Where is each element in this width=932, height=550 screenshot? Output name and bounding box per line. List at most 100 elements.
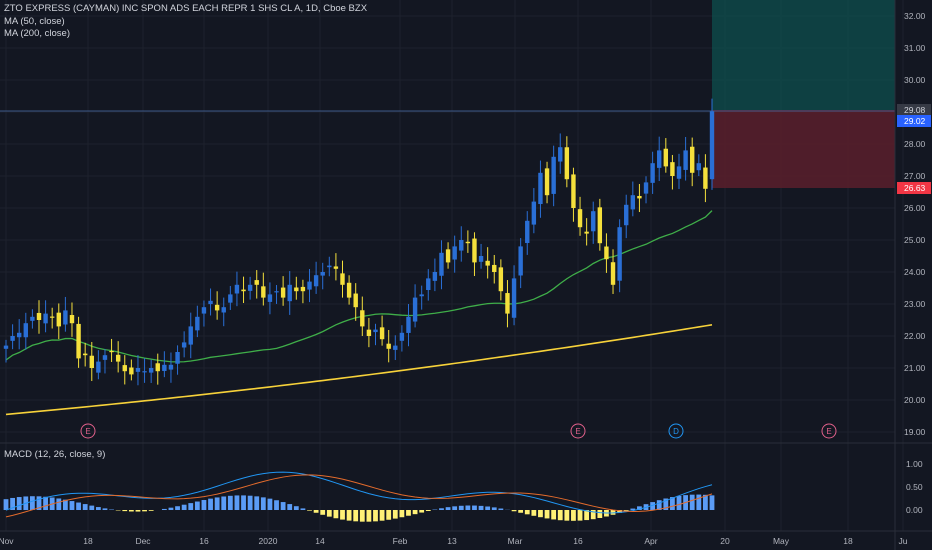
- candle-body: [221, 307, 226, 313]
- candle-body: [234, 284, 240, 294]
- earnings-marker[interactable]: E: [80, 423, 96, 439]
- candle-body: [195, 316, 200, 331]
- candle-body: [485, 260, 490, 266]
- candle-body: [340, 273, 345, 285]
- candle-body: [63, 310, 68, 325]
- candle-body: [142, 371, 147, 373]
- macd-histogram-bar: [465, 505, 471, 510]
- macd-histogram-bar: [208, 498, 213, 510]
- candle-body: [175, 352, 180, 364]
- macd-histogram-bar: [564, 510, 570, 521]
- candle-body: [82, 353, 88, 356]
- price-tick-label: 23.00: [904, 299, 926, 309]
- symbol-title[interactable]: ZTO EXPRESS (CAYMAN) INC SPON ADS EACH R…: [4, 3, 368, 14]
- macd-histogram-bar: [392, 510, 398, 519]
- candle-body: [696, 163, 702, 171]
- price-tick-label: 24.00: [904, 267, 926, 277]
- candle-body: [643, 182, 649, 194]
- candle-body: [465, 241, 471, 244]
- time-tick-label: Nov: [0, 536, 14, 546]
- macd-histogram-bar: [696, 494, 702, 510]
- macd-histogram-bar: [478, 505, 484, 510]
- candle-body: [201, 307, 207, 314]
- macd-histogram-bar: [425, 510, 431, 512]
- ma50-legend[interactable]: MA (50, close): [4, 15, 65, 27]
- macd-histogram-bar: [703, 494, 708, 510]
- macd-histogram-bar: [326, 510, 332, 517]
- candle-body: [531, 201, 537, 225]
- candle-body: [412, 297, 418, 322]
- candle-body: [181, 342, 187, 348]
- macd-histogram-bar: [102, 508, 108, 510]
- macd-histogram-bar: [194, 501, 200, 510]
- macd-histogram-bar: [313, 510, 319, 513]
- candle-body: [709, 111, 715, 180]
- earnings-marker[interactable]: E: [821, 423, 837, 439]
- macd-tick-label: 1.00: [906, 459, 923, 469]
- event-ring: [668, 423, 684, 439]
- macd-histogram-bar: [201, 500, 207, 510]
- macd-histogram-bar: [544, 510, 550, 519]
- stop-loss-zone[interactable]: [712, 110, 895, 188]
- tag-label: 29.08: [904, 105, 926, 115]
- macd-histogram-bar: [214, 497, 220, 510]
- macd-histogram-bar: [610, 510, 616, 515]
- time-axis[interactable]: Nov 18 Dec 16 2020 14 Feb 13 Mar 16 Apr 20 May 18 Ju: [0, 536, 908, 546]
- time-tick-label: 14: [315, 536, 325, 546]
- macd-histogram-bar: [623, 510, 629, 511]
- time-tick-label: Feb: [393, 536, 408, 546]
- macd-axis[interactable]: 1.00 0.50 0.00: [906, 459, 923, 515]
- macd-histogram-bar: [69, 501, 75, 510]
- candle-body: [432, 272, 438, 281]
- price-tick-label: 21.00: [904, 363, 926, 373]
- candle-body: [498, 267, 504, 292]
- macd-histogram-bar: [10, 497, 15, 510]
- candle-body: [16, 332, 22, 338]
- macd-histogram-bar: [511, 510, 517, 512]
- candle-body: [208, 300, 213, 305]
- macd-histogram-bar: [128, 510, 134, 512]
- price-tick-label: 25.00: [904, 235, 926, 245]
- candle-body: [406, 316, 411, 333]
- macd-histogram-bar: [188, 503, 194, 510]
- macd-histogram-bar: [597, 510, 603, 518]
- candle-body: [459, 240, 464, 251]
- macd-histogram-bar: [43, 496, 48, 510]
- event-label: E: [575, 427, 580, 436]
- candle-body: [690, 146, 695, 173]
- macd-histogram-bar: [122, 510, 128, 512]
- earnings-marker[interactable]: E: [570, 423, 586, 439]
- macd-histogram-bar: [524, 510, 530, 515]
- ma200-legend[interactable]: MA (200, close): [4, 28, 70, 39]
- macd-histogram-bar: [557, 510, 563, 521]
- candle-body: [360, 310, 365, 327]
- macd-histogram-bar: [458, 505, 464, 510]
- candle-body: [452, 246, 457, 260]
- macd-histogram-bar: [498, 508, 504, 510]
- candle-body: [135, 368, 141, 372]
- tag-label: 26.63: [904, 183, 926, 193]
- macd-histogram-bar: [491, 507, 497, 510]
- candle-body: [247, 284, 253, 291]
- time-tick-label: 16: [199, 536, 209, 546]
- profit-target-zone[interactable]: [712, 0, 895, 110]
- dividend-marker[interactable]: D: [668, 423, 684, 439]
- macd-histogram-bar: [399, 510, 405, 518]
- candle-body: [604, 246, 609, 260]
- candle-body: [333, 266, 339, 269]
- macd-histogram-bar: [412, 510, 418, 515]
- candle-body: [10, 336, 15, 341]
- time-tick-label: May: [773, 536, 790, 546]
- macd-legend[interactable]: MACD (12, 26, close, 9): [4, 449, 106, 460]
- candle-body: [353, 293, 358, 308]
- candle-body: [558, 147, 563, 162]
- macd-histogram-bar: [406, 510, 411, 516]
- candle-body: [610, 262, 616, 285]
- event-label: E: [826, 427, 831, 436]
- candle-body: [683, 150, 688, 170]
- candle-body: [624, 204, 629, 226]
- macd-histogram-bar: [551, 510, 557, 520]
- macd-histogram-bar: [260, 497, 266, 510]
